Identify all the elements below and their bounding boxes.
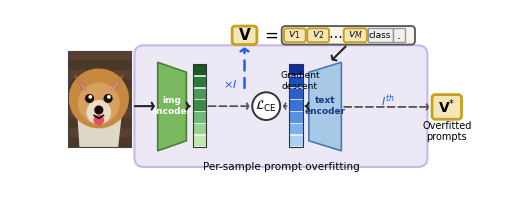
Bar [368, 28, 393, 42]
Circle shape [78, 83, 119, 123]
Text: .: . [397, 29, 401, 42]
Polygon shape [74, 74, 90, 93]
Circle shape [252, 92, 280, 120]
Text: img
encoder: img encoder [151, 96, 192, 116]
Text: $v_M$: $v_M$ [348, 30, 363, 41]
Bar [192, 99, 206, 111]
FancyBboxPatch shape [284, 28, 306, 42]
Circle shape [86, 95, 93, 102]
Bar [192, 111, 206, 123]
FancyBboxPatch shape [282, 26, 415, 45]
Polygon shape [77, 112, 122, 147]
Text: class: class [369, 31, 391, 40]
FancyBboxPatch shape [343, 28, 367, 42]
Bar [393, 28, 405, 42]
Text: $v_1$: $v_1$ [288, 30, 301, 41]
Bar [289, 111, 303, 123]
Bar [192, 64, 206, 75]
Bar [68, 70, 131, 79]
Text: Overfitted
prompts: Overfitted prompts [422, 121, 472, 142]
Text: $\mathcal{L}_{\mathrm{CE}}$: $\mathcal{L}_{\mathrm{CE}}$ [255, 99, 277, 114]
FancyBboxPatch shape [432, 95, 462, 119]
Bar [192, 76, 206, 87]
Polygon shape [110, 78, 121, 91]
Circle shape [69, 69, 128, 128]
Text: Per-sample prompt overfitting: Per-sample prompt overfitting [202, 162, 359, 172]
Text: Gradient
descent: Gradient descent [280, 71, 320, 91]
Bar [289, 123, 303, 134]
Bar [68, 89, 131, 98]
Circle shape [94, 115, 103, 125]
Text: $\cdots$: $\cdots$ [328, 28, 342, 42]
Circle shape [104, 95, 112, 102]
Bar [68, 128, 131, 137]
Bar [68, 109, 131, 118]
Bar [289, 64, 303, 75]
Text: $\times I$: $\times I$ [224, 78, 237, 90]
Bar [289, 76, 303, 87]
Bar [68, 51, 131, 147]
Circle shape [89, 96, 92, 98]
Bar [192, 135, 206, 146]
Bar [68, 51, 131, 147]
Polygon shape [158, 62, 187, 151]
FancyBboxPatch shape [232, 26, 257, 45]
Bar [289, 88, 303, 99]
Bar [192, 88, 206, 99]
Bar [289, 99, 303, 111]
Polygon shape [309, 62, 341, 151]
Polygon shape [76, 78, 88, 91]
Bar [289, 64, 303, 147]
FancyBboxPatch shape [307, 28, 329, 42]
Text: text
encoder: text encoder [305, 96, 346, 116]
Text: $\mathbf{V}$: $\mathbf{V}$ [237, 27, 251, 43]
Polygon shape [108, 74, 123, 93]
Bar [289, 135, 303, 146]
Circle shape [95, 106, 103, 114]
Text: =: = [264, 26, 279, 44]
Text: $\mathbf{V}^{*}$: $\mathbf{V}^{*}$ [438, 98, 455, 116]
FancyBboxPatch shape [135, 45, 427, 167]
Bar [192, 123, 206, 134]
Circle shape [87, 101, 110, 124]
Circle shape [108, 96, 110, 98]
Bar [192, 64, 206, 147]
Text: $v_2$: $v_2$ [312, 30, 324, 41]
Bar [68, 51, 131, 60]
Text: $I^{th}$: $I^{th}$ [381, 92, 395, 109]
